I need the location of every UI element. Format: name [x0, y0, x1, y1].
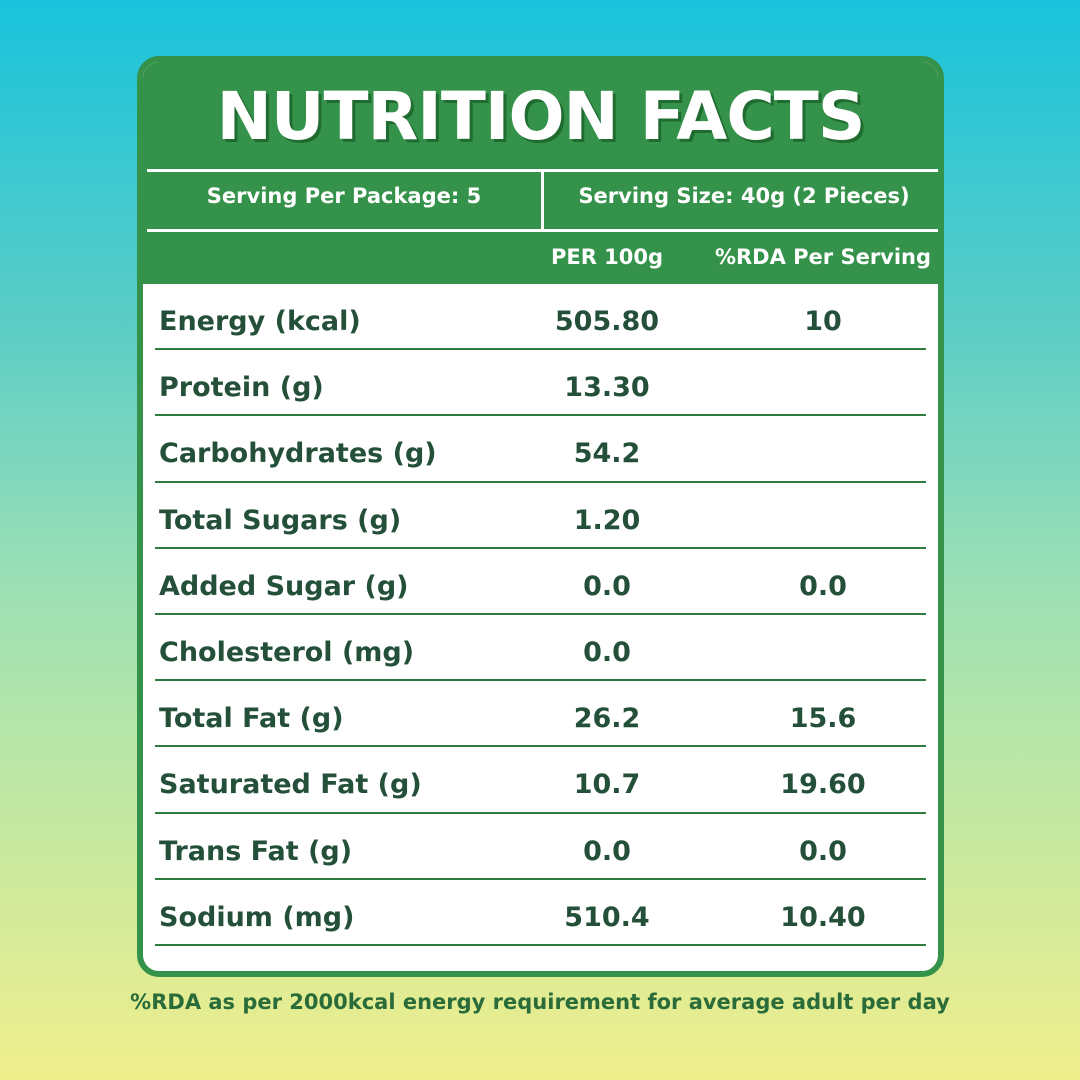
per100-value: 510.4 — [564, 901, 650, 933]
per100-value: 0.0 — [583, 835, 631, 867]
header-panel: NUTRITION FACTS Serving Per Package: 5 S… — [143, 62, 938, 284]
row-divider — [155, 877, 926, 880]
rda-value: 15.6 — [789, 703, 857, 735]
per100-value: 1.20 — [573, 504, 641, 536]
row-divider — [155, 943, 926, 946]
column-header-per100: PER 100g — [550, 245, 664, 269]
rda-value: 10 — [804, 306, 842, 337]
rda-value: 0.0 — [799, 835, 847, 867]
table-row: Protein (g) 13.30 — [143, 350, 938, 417]
row-divider — [155, 480, 926, 483]
serving-size: Serving Size: 40g (2 Pieces) — [578, 184, 910, 208]
table-row: Saturated Fat (g) 10.7 19.60 — [143, 747, 938, 814]
nutrient-table: Energy (kcal) 505.80 10 Protein (g) 13.3… — [143, 284, 938, 946]
per100-value: 13.30 — [564, 372, 650, 404]
nutrient-name: Carbohydrates (g) — [159, 438, 437, 470]
header-divider-bottom — [147, 229, 938, 232]
per100-value: 26.2 — [573, 703, 641, 735]
row-divider — [155, 679, 926, 682]
row-divider — [155, 414, 926, 417]
rda-footnote: %RDA as per 2000kcal energy requirement … — [130, 990, 950, 1014]
table-row: Added Sugar (g) 0.0 0.0 — [143, 549, 938, 615]
rda-value: 0.0 — [799, 570, 847, 602]
table-row: Sodium (mg) 510.4 10.40 — [143, 880, 938, 946]
rda-value: 19.60 — [780, 769, 866, 801]
nutrient-name: Trans Fat (g) — [159, 835, 353, 867]
nutrient-name: Protein (g) — [159, 372, 324, 404]
rda-value: 10.40 — [780, 901, 866, 933]
serving-divider — [541, 172, 544, 229]
rda-value — [723, 615, 923, 679]
table-row: Total Sugars (g) 1.20 — [143, 483, 938, 549]
header-divider-top — [147, 169, 938, 172]
table-row: Cholesterol (mg) 0.0 — [143, 615, 938, 682]
nutrient-name: Saturated Fat (g) — [159, 769, 422, 801]
table-row: Trans Fat (g) 0.0 0.0 — [143, 814, 938, 880]
per100-value: 0.0 — [583, 570, 631, 602]
table-row: Total Fat (g) 26.2 15.6 — [143, 681, 938, 748]
row-divider — [155, 348, 926, 351]
per100-value: 10.7 — [573, 769, 641, 801]
table-row: Energy (kcal) 505.80 10 — [143, 284, 938, 351]
nutrient-name: Sodium (mg) — [159, 901, 355, 933]
per100-value: 0.0 — [583, 636, 631, 668]
rda-value — [723, 350, 923, 414]
per100-value: 505.80 — [554, 306, 660, 337]
row-divider — [155, 546, 926, 549]
nutrient-name: Cholesterol (mg) — [159, 636, 415, 668]
column-header-rda: %RDA Per Serving — [714, 245, 932, 269]
nutrient-name: Total Fat (g) — [159, 703, 344, 735]
page-title: NUTRITION FACTS — [216, 78, 866, 155]
table-row: Carbohydrates (g) 54.2 — [143, 416, 938, 483]
nutrient-name: Added Sugar (g) — [159, 570, 409, 602]
nutrient-name: Energy (kcal) — [159, 306, 361, 337]
rda-value — [723, 416, 923, 480]
serving-per-package: Serving Per Package: 5 — [206, 184, 482, 208]
nutrient-name: Total Sugars (g) — [159, 504, 402, 536]
nutrition-facts-card: NUTRITION FACTS Serving Per Package: 5 S… — [137, 56, 944, 977]
row-divider — [155, 745, 926, 748]
rda-value — [723, 483, 923, 547]
row-divider — [155, 811, 926, 814]
per100-value: 54.2 — [573, 438, 641, 470]
row-divider — [155, 612, 926, 615]
